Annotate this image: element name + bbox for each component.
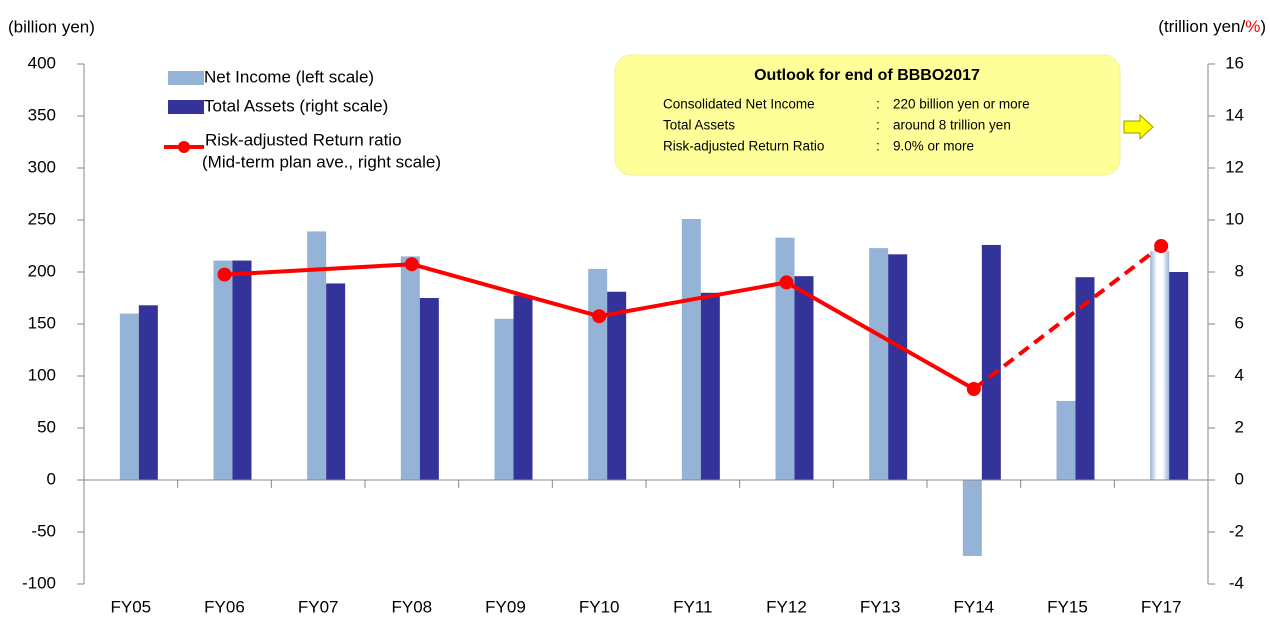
y2-tick-label: 0 xyxy=(1235,469,1244,488)
outlook-text: Risk-adjusted Return Ratio xyxy=(663,139,824,154)
bar xyxy=(494,318,514,480)
y-tick-label: 200 xyxy=(28,261,56,280)
line-segment xyxy=(598,280,787,319)
bar xyxy=(232,260,252,480)
legend-swatch xyxy=(168,71,204,85)
bar xyxy=(513,295,533,480)
legend-marker xyxy=(178,141,190,153)
y2-axis-label-part: (trillion yen/ xyxy=(1158,17,1245,36)
bar xyxy=(888,254,908,480)
y2-tick-label: 8 xyxy=(1235,261,1244,280)
y2-tick-label: -4 xyxy=(1229,573,1244,592)
y2-tick-label: 14 xyxy=(1225,105,1244,124)
outlook-text: 9.0% or more xyxy=(893,139,974,154)
y2-axis-label-part: ) xyxy=(1260,17,1266,36)
y2-tick-label: 16 xyxy=(1225,53,1244,72)
x-tick-label: FY06 xyxy=(204,597,245,616)
outlook-text: : xyxy=(876,139,880,154)
x-tick-label: FY11 xyxy=(673,597,712,616)
bar xyxy=(419,298,439,480)
y2-tick-label: 6 xyxy=(1235,313,1244,332)
outlook-background xyxy=(614,54,1121,176)
legend-label: Total Assets (right scale) xyxy=(204,96,388,115)
bar xyxy=(681,218,701,480)
outlook-text: 220 billion yen or more xyxy=(893,97,1030,112)
x-tick-label: FY07 xyxy=(298,597,339,616)
line-segment xyxy=(972,244,1163,391)
bar xyxy=(588,268,608,480)
line-point xyxy=(966,382,981,396)
bar xyxy=(307,231,327,480)
x-tick-label: FY12 xyxy=(766,597,807,616)
legend-swatch xyxy=(168,100,204,114)
bar xyxy=(400,256,420,480)
bar xyxy=(1169,272,1189,480)
bar xyxy=(700,292,720,480)
outlook-text: Total Assets xyxy=(663,118,735,133)
line-segment xyxy=(411,262,600,319)
bar xyxy=(607,291,627,480)
legend-label: Risk-adjusted Return ratio xyxy=(205,130,402,149)
line-point xyxy=(779,275,794,290)
legend-label: (Mid-term plan ave., right scale) xyxy=(202,152,441,171)
outlook-text: around 8 trillion yen xyxy=(893,118,1011,133)
bar xyxy=(119,313,139,480)
line-point xyxy=(592,309,607,324)
y-tick-label: 400 xyxy=(28,53,56,72)
bar xyxy=(213,260,233,480)
x-tick-label: FY10 xyxy=(579,597,620,616)
y-tick-label: 350 xyxy=(28,105,56,124)
bar xyxy=(794,276,814,480)
outlook-box: Outlook for end of BBBO2017 Consolidated… xyxy=(614,54,1121,176)
y-tick-label: 100 xyxy=(28,365,56,384)
bar xyxy=(1056,400,1076,480)
x-tick-label: FY17 xyxy=(1141,597,1182,616)
y2-tick-label: -2 xyxy=(1229,521,1244,540)
bar xyxy=(962,480,982,556)
x-tick-label: FY15 xyxy=(1047,597,1088,616)
y2-tick-label: 4 xyxy=(1235,365,1244,384)
line-segment xyxy=(224,262,412,277)
bar xyxy=(138,305,158,480)
outlook-text: Consolidated Net Income xyxy=(663,97,815,112)
x-tick-label: FY09 xyxy=(485,597,526,616)
y-tick-label: -50 xyxy=(31,521,56,540)
legend-label: Net Income (left scale) xyxy=(204,67,374,86)
line-point xyxy=(404,257,419,272)
x-tick-label: FY13 xyxy=(860,597,901,616)
line-segment xyxy=(785,280,975,391)
y-tick-label: 0 xyxy=(47,469,56,488)
y-tick-label: 150 xyxy=(28,313,56,332)
bar xyxy=(326,283,346,480)
y-tick-label: 250 xyxy=(28,209,56,228)
bar xyxy=(981,244,1001,480)
bar xyxy=(775,237,795,480)
x-tick-label: FY05 xyxy=(111,597,152,616)
outlook-title: Outlook for end of BBBO2017 xyxy=(754,67,980,84)
y2-tick-label: 12 xyxy=(1225,157,1244,176)
bar xyxy=(1075,277,1095,480)
x-tick-label: FY08 xyxy=(392,597,433,616)
y2-axis-label: (trillion yen/%) xyxy=(1158,17,1266,36)
y-axis-label: (billion yen) xyxy=(8,17,95,36)
line-point xyxy=(1154,239,1169,253)
outlook-text: : xyxy=(876,97,880,112)
y2-axis-label-part: % xyxy=(1245,17,1260,36)
y-tick-label: -100 xyxy=(22,573,56,592)
y-tick-label: 50 xyxy=(37,417,56,436)
x-tick-label: FY14 xyxy=(954,597,995,616)
bar xyxy=(1150,251,1170,480)
y-tick-label: 300 xyxy=(28,157,56,176)
line-point xyxy=(217,267,232,282)
arrow xyxy=(1123,113,1154,141)
outlook-text: : xyxy=(876,118,880,133)
bar xyxy=(869,248,889,480)
y2-tick-label: 2 xyxy=(1235,417,1244,436)
y2-tick-label: 10 xyxy=(1225,209,1244,228)
